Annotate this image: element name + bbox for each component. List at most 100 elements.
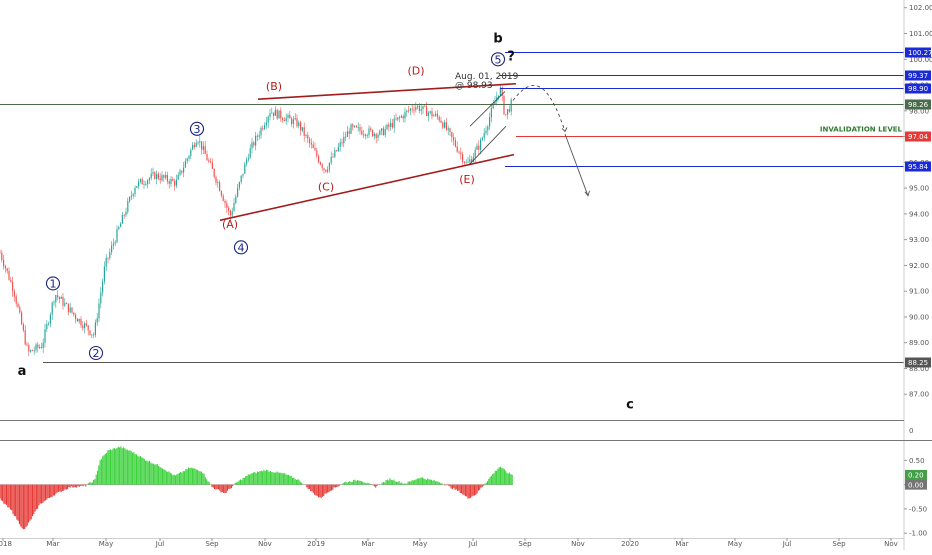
candle-body: [44, 329, 46, 343]
candle-body: [436, 113, 438, 117]
osc-y-tick-label: 0.50: [909, 457, 925, 465]
candle-body: [298, 122, 300, 127]
candle-body: [15, 296, 17, 304]
candle-body: [445, 122, 447, 130]
wave-circle-marker: [233, 240, 249, 255]
candle-body: [42, 342, 44, 348]
candle-body: [282, 118, 284, 121]
candle-body: [249, 148, 251, 159]
candle-body: [156, 173, 158, 180]
candle-body: [478, 145, 480, 150]
candle-body: [233, 203, 235, 212]
wave-label: (D): [407, 65, 424, 78]
candle-body: [13, 291, 15, 297]
candle-body: [273, 112, 275, 116]
candle-body: [55, 295, 57, 303]
candle-body: [294, 118, 296, 120]
candle-body: [75, 314, 77, 319]
candle-body: [291, 118, 293, 125]
candle-body: [276, 109, 278, 119]
candle-body: [66, 303, 68, 304]
candle-body: [498, 95, 500, 98]
candle-body: [318, 156, 320, 163]
candle-body: [76, 318, 78, 322]
candle-body: [116, 229, 118, 243]
candle-body: [370, 128, 372, 131]
wave-label: c: [626, 397, 634, 412]
y-tick-label: 88.00: [909, 365, 929, 373]
candle-body: [17, 303, 19, 308]
candle-body: [201, 141, 203, 150]
projection-path: [512, 85, 566, 132]
x-tick-label: Sep: [832, 540, 846, 548]
candle-body: [444, 122, 446, 128]
candle-body: [476, 145, 478, 150]
candle-body: [262, 127, 264, 129]
candle-body: [390, 123, 392, 127]
x-tick-label: Mar: [46, 540, 59, 548]
candle-body: [312, 144, 314, 149]
candle-body: [96, 318, 98, 323]
candle-body: [28, 345, 30, 352]
y-tick-label: 92.00: [909, 262, 929, 270]
osc-y-tick-label: -1.00: [909, 530, 927, 538]
candle-body: [319, 162, 321, 165]
candle-body: [255, 135, 257, 146]
candle-body: [471, 159, 473, 162]
y-tick-label: 95.00: [909, 185, 929, 193]
x-tick-label: Jul: [155, 540, 165, 548]
candle-body: [408, 110, 410, 112]
candle-body: [373, 133, 375, 137]
candle-body: [183, 167, 185, 173]
candle-body: [418, 105, 420, 111]
candle-body: [192, 144, 194, 150]
wave-label: 1: [50, 277, 57, 290]
candle-body: [375, 133, 377, 138]
candle-body: [175, 179, 177, 186]
candle-body: [84, 323, 86, 329]
y-tick-label: 90.00: [909, 313, 929, 321]
candle-body: [310, 143, 312, 145]
candle-body: [37, 344, 39, 348]
candle-body: [469, 159, 471, 163]
level-price-tag: [905, 131, 931, 142]
wave-label: b: [493, 32, 502, 47]
candle-body: [415, 106, 417, 111]
candle-body: [35, 344, 37, 351]
candle-body: [435, 113, 437, 116]
candle-body: [485, 130, 487, 134]
candle-body: [118, 227, 120, 230]
candle-body: [454, 140, 456, 147]
wave-label: (C): [318, 181, 334, 194]
projection-arrowhead: [561, 127, 568, 133]
candle-body: [420, 109, 422, 111]
candle-body: [427, 112, 429, 116]
channel-trendline: [257, 82, 517, 101]
candle-body: [51, 302, 53, 315]
candle-body: [316, 150, 318, 157]
candle-body: [166, 174, 168, 182]
candle-body: [157, 173, 159, 179]
candle-body: [78, 319, 80, 322]
candle-body: [219, 182, 221, 192]
candle-body: [161, 175, 163, 181]
candle-body: [247, 158, 249, 160]
x-tick-label: May: [728, 540, 742, 548]
candle-body: [325, 169, 327, 172]
candle-body: [150, 173, 152, 179]
osc-y-tick-label: -0.50: [909, 505, 927, 513]
candle-body: [399, 117, 401, 119]
candle-body: [33, 350, 35, 352]
candle-body: [438, 116, 440, 121]
candle-body: [246, 159, 248, 164]
candle-body: [431, 111, 433, 117]
candle-body: [240, 175, 242, 183]
candle-body: [505, 114, 507, 115]
candle-body: [386, 124, 388, 130]
candle-body: [503, 95, 505, 115]
x-tick-label: Sep: [518, 540, 532, 548]
y-tick-label: 98.00: [909, 107, 929, 115]
candle-body: [69, 307, 71, 313]
y-tick-label: 100.00: [909, 56, 932, 64]
